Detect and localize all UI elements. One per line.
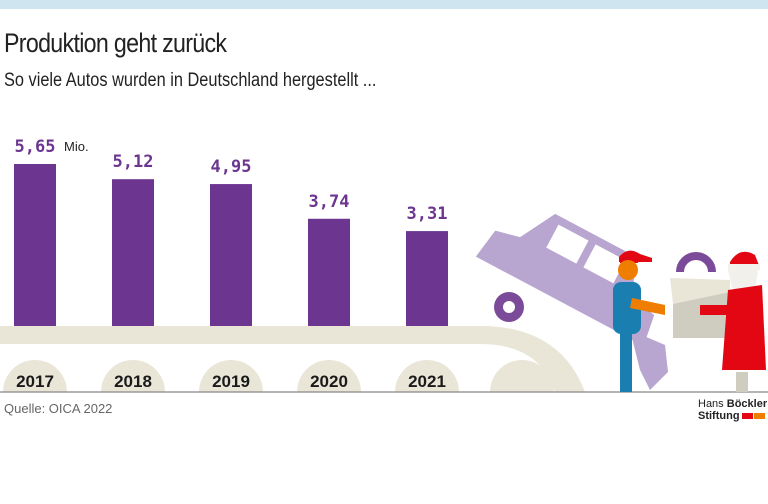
worker-figure	[613, 250, 665, 392]
value-label-2018: 5,12	[113, 152, 154, 172]
santa-figure	[700, 251, 766, 392]
x-tick-label-2021: 2021	[408, 372, 446, 391]
value-label-2017: 5,65	[15, 137, 56, 157]
year-circle-2019	[199, 360, 263, 392]
year-circle-2017	[3, 360, 67, 392]
year-circle-2021	[395, 360, 459, 392]
x-tick-label-2020: 2020	[310, 372, 348, 391]
car-illustration	[475, 213, 655, 346]
logo-orange-square	[753, 413, 765, 420]
year-circle-2020	[297, 360, 361, 392]
chart-subtitle: So viele Autos wurden in Deutschland her…	[4, 70, 377, 91]
value-label-2021: 3,31	[407, 204, 448, 224]
conveyor-hump	[480, 326, 585, 392]
bar-2018	[112, 179, 154, 326]
unit-label: Mio.	[64, 139, 89, 154]
bar-2019	[210, 184, 252, 326]
chart-title: Produktion geht zurück	[4, 28, 227, 58]
bar-2017	[14, 164, 56, 326]
value-label-2019: 4,95	[211, 157, 252, 177]
top-accent-bar	[0, 0, 768, 9]
logo-red-square	[741, 413, 753, 420]
bar-2021	[406, 231, 448, 326]
logo-text-stiftung: Stiftung	[698, 410, 740, 422]
hans-boeckler-logo: Hans Böckler Stiftung	[698, 398, 767, 422]
year-circle-2018	[101, 360, 165, 392]
x-tick-label-2019: 2019	[212, 372, 250, 391]
x-tick-label-2018: 2018	[114, 372, 152, 391]
logo-text-hans: Hans	[698, 398, 724, 410]
car-rear	[630, 330, 668, 390]
value-label-2020: 3,74	[309, 192, 350, 212]
conveyor-belt	[0, 326, 490, 344]
conveyor-wheel	[490, 360, 554, 392]
x-tick-label-2017: 2017	[16, 372, 54, 391]
gift-box	[670, 252, 730, 338]
bar-2020	[308, 218, 350, 326]
source-note: Quelle: OICA 2022	[4, 401, 113, 416]
logo-text-boeckler: Böckler	[726, 398, 768, 410]
